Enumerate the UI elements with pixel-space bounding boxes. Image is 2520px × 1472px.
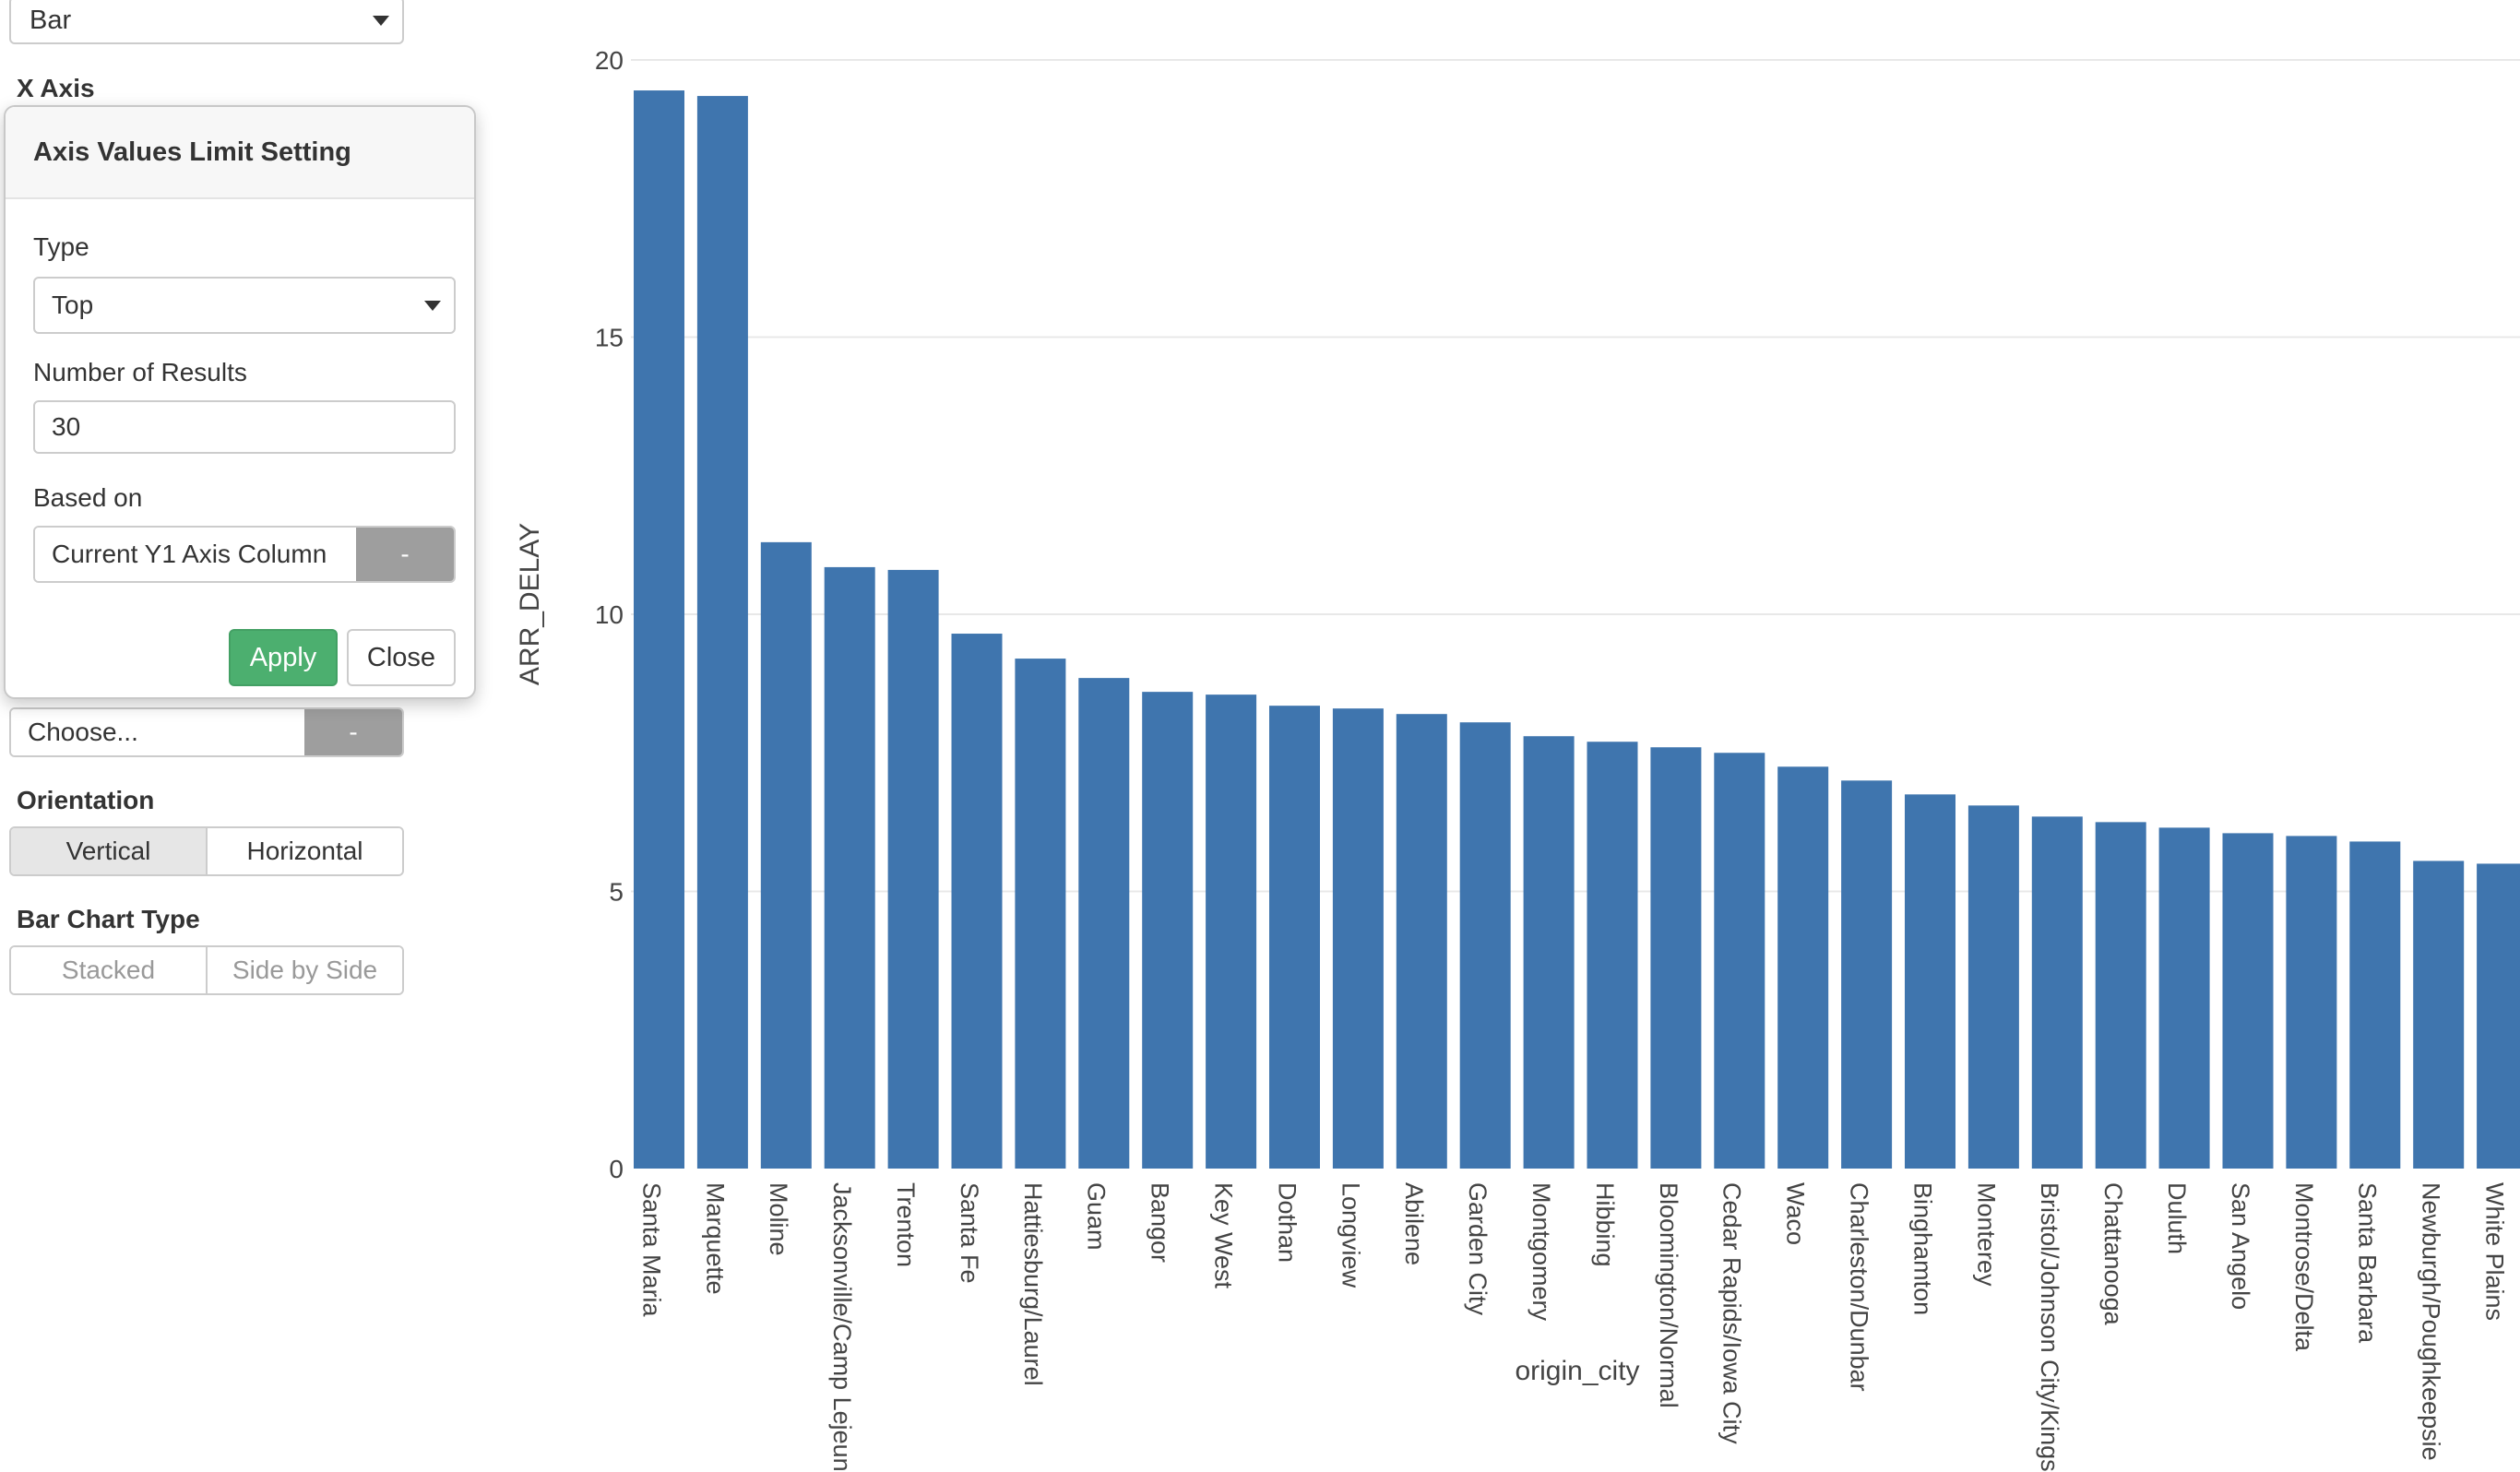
bar <box>634 90 684 1169</box>
chart-type-value: Bar <box>30 5 72 35</box>
bar <box>887 569 939 1169</box>
x-tick-label: Chattanooga <box>2099 1182 2127 1326</box>
side-by-side-button[interactable]: Side by Side <box>206 947 402 993</box>
x-tick-label: Garden City <box>1464 1182 1492 1316</box>
x-tick-label: Guam <box>1083 1182 1111 1251</box>
x-tick-label: Bristol/Johnson City/Kingsport <box>2036 1182 2063 1472</box>
x-tick-label: Bloomington/Normal <box>1655 1182 1682 1408</box>
orientation-toggle[interactable]: Vertical Horizontal <box>9 826 404 876</box>
bar <box>2222 833 2274 1169</box>
chart-type-select[interactable]: Bar <box>9 0 404 44</box>
bar <box>2413 861 2465 1169</box>
x-tick-label: Hibbing <box>1591 1182 1619 1267</box>
color-by-select[interactable]: Choose... <box>11 709 304 755</box>
bar <box>1841 780 1893 1169</box>
x-tick-label: Abilene <box>1400 1182 1428 1265</box>
axis-values-limit-popover: Axis Values Limit Setting Type Top Numbe… <box>4 105 476 699</box>
chevron-down-icon <box>373 16 389 26</box>
bar-chart-type-label: Bar Chart Type <box>17 905 200 933</box>
apply-button[interactable]: Apply <box>229 629 338 686</box>
x-tick-label: Cedar Rapids/Iowa City <box>1718 1182 1746 1444</box>
x-tick-label: Marquette <box>701 1182 729 1295</box>
bar <box>2031 816 2083 1169</box>
orientation-vertical-button[interactable]: Vertical <box>11 828 206 874</box>
x-tick-label: Binghamton <box>1908 1182 1936 1315</box>
x-tick-label: Santa Maria <box>637 1182 665 1318</box>
y-axis-title: ARR_DELAY <box>515 523 545 685</box>
bar <box>1714 753 1765 1169</box>
bar <box>696 96 748 1169</box>
y-tick-label: 15 <box>595 324 624 352</box>
bar <box>2158 827 2210 1169</box>
bar <box>1650 747 1702 1169</box>
bar <box>1269 706 1320 1169</box>
bar-chart-type-toggle[interactable]: Stacked Side by Side <box>9 945 404 995</box>
x-tick-label: Hattiesburg/Laurel <box>1019 1182 1047 1386</box>
bar <box>760 541 812 1169</box>
x-tick-label: San Angelo <box>2227 1182 2254 1310</box>
orientation-horizontal-button[interactable]: Horizontal <box>206 828 402 874</box>
x-tick-label: Longview <box>1337 1182 1364 1288</box>
bar <box>1587 742 1638 1169</box>
number-of-results-input[interactable]: 30 <box>33 400 456 454</box>
type-select-value: Top <box>52 291 94 319</box>
x-tick-label: Monterey <box>1972 1182 2000 1287</box>
x-tick-label: Santa Fe <box>956 1182 983 1284</box>
x-tick-label: Santa Barbara <box>2354 1182 2382 1344</box>
based-on-label: Based on <box>33 483 143 512</box>
close-button[interactable]: Close <box>347 629 456 686</box>
x-tick-label: Duluth <box>2163 1182 2191 1254</box>
stacked-button[interactable]: Stacked <box>11 947 206 993</box>
y-tick-label: 10 <box>595 600 624 629</box>
x-tick-label: Jacksonville/Camp Lejeune <box>828 1182 856 1472</box>
x-tick-label: Dothan <box>1273 1182 1301 1263</box>
bar <box>1459 722 1511 1169</box>
bar <box>1967 805 2019 1169</box>
bar <box>1332 708 1384 1169</box>
based-on-group[interactable]: Current Y1 Axis Column - <box>33 526 456 583</box>
bar <box>1905 794 1955 1169</box>
bar <box>1396 714 1447 1169</box>
y-tick-label: 5 <box>609 878 624 907</box>
number-of-results-label: Number of Results <box>33 358 247 386</box>
x-tick-label: Moline <box>765 1182 792 1256</box>
bar <box>824 566 875 1169</box>
type-select[interactable]: Top <box>33 277 456 334</box>
bar <box>1078 678 1130 1169</box>
type-label: Type <box>33 232 89 261</box>
x-tick-label: Montrose/Delta <box>2290 1182 2318 1352</box>
x-tick-label: White Plains <box>2480 1182 2508 1321</box>
x-tick-label: Charleston/Dunbar <box>1845 1182 1872 1392</box>
x-axis-title: origin_city <box>1515 1356 1639 1386</box>
chevron-down-icon <box>424 301 441 311</box>
orientation-label: Orientation <box>17 786 155 814</box>
bar <box>951 634 1003 1169</box>
based-on-select[interactable]: Current Y1 Axis Column <box>35 528 356 581</box>
bar <box>1206 694 1257 1169</box>
x-tick-label: Bangor <box>1147 1182 1174 1263</box>
based-on-addon-button[interactable]: - <box>356 528 454 581</box>
bar <box>1523 736 1575 1169</box>
bar <box>2095 822 2146 1169</box>
x-tick-label: Newburgh/Poughkeepsie <box>2418 1182 2445 1461</box>
bar <box>1777 766 1829 1169</box>
x-tick-label: Waco <box>1782 1182 1810 1245</box>
bar <box>2286 836 2337 1169</box>
bar <box>2477 863 2520 1169</box>
x-axis-section-label: X Axis <box>17 74 95 102</box>
y-tick-label: 20 <box>595 46 624 75</box>
x-tick-label: Trenton <box>892 1182 920 1267</box>
color-by-select-group[interactable]: Choose... - <box>9 707 404 757</box>
y-tick-label: 0 <box>609 1155 624 1183</box>
x-tick-label: Key West <box>1209 1182 1237 1289</box>
bar <box>2349 841 2401 1169</box>
color-by-addon-button[interactable]: - <box>304 709 402 755</box>
bar <box>1142 692 1194 1169</box>
bar <box>1015 659 1066 1169</box>
popover-title: Axis Values Limit Setting <box>6 107 474 199</box>
x-tick-label: Montgomery <box>1527 1182 1555 1322</box>
